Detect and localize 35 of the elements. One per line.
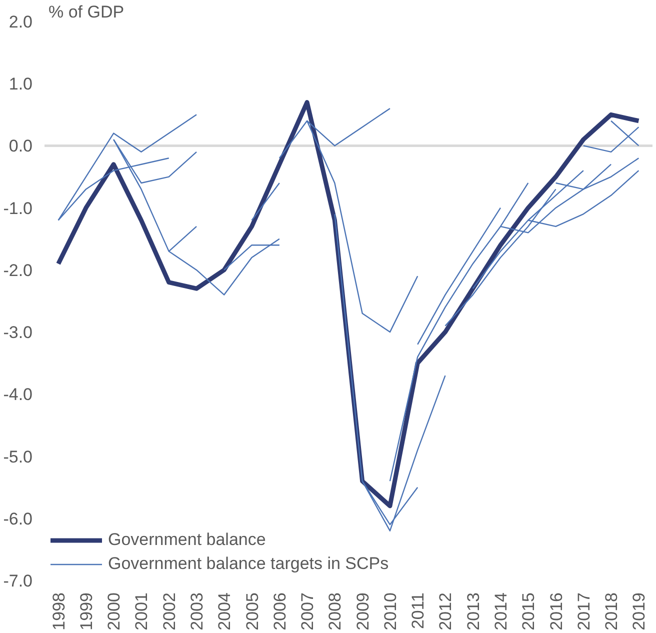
x-tick-label: 2019 bbox=[630, 592, 649, 630]
y-tick-label: 0.0 bbox=[8, 136, 33, 156]
y-tick-label: -2.0 bbox=[3, 260, 33, 280]
x-tick-label: 2009 bbox=[353, 592, 372, 630]
y-tick-label: -4.0 bbox=[3, 385, 33, 404]
y-tick-label: 2.0 bbox=[8, 12, 33, 32]
x-tick-label: 2006 bbox=[270, 592, 290, 630]
y-tick-label: -3.0 bbox=[3, 323, 33, 342]
x-tick-label: 2000 bbox=[104, 592, 124, 630]
x-tick-label: 2004 bbox=[215, 592, 234, 630]
x-tick-label: 2013 bbox=[464, 592, 483, 630]
x-tick-label: 2003 bbox=[188, 592, 206, 630]
legend-label: Government balance bbox=[108, 530, 266, 550]
x-tick-label: 2015 bbox=[519, 592, 538, 630]
y-axis-title: % of GDP bbox=[48, 2, 124, 22]
y-tick-label: -5.0 bbox=[3, 447, 33, 466]
x-tick-label: 1999 bbox=[76, 592, 96, 630]
x-tick-label: 2005 bbox=[242, 592, 262, 630]
y-tick-label: -1.0 bbox=[3, 198, 33, 218]
legend-label: Government balance targets in SCPs bbox=[108, 554, 389, 574]
y-tick-label: -7.0 bbox=[3, 572, 33, 590]
x-tick-label: 2011 bbox=[408, 592, 428, 630]
x-tick-label: 2008 bbox=[326, 592, 345, 630]
x-tick-label: 2002 bbox=[160, 592, 179, 630]
x-tick-label: 2001 bbox=[132, 592, 152, 630]
x-tick-label: 2012 bbox=[436, 592, 456, 630]
x-tick-label: 2018 bbox=[602, 592, 622, 630]
y-tick-label: 1.0 bbox=[8, 74, 33, 94]
x-tick-label: 2016 bbox=[546, 592, 566, 630]
x-tick-label: 1998 bbox=[49, 592, 68, 630]
y-tick-label: -6.0 bbox=[3, 509, 33, 528]
x-tick-label: 2014 bbox=[492, 592, 510, 630]
x-tick-label: 2007 bbox=[298, 592, 318, 630]
x-tick-label: 2010 bbox=[380, 592, 400, 630]
x-tick-label: 2017 bbox=[574, 592, 594, 630]
